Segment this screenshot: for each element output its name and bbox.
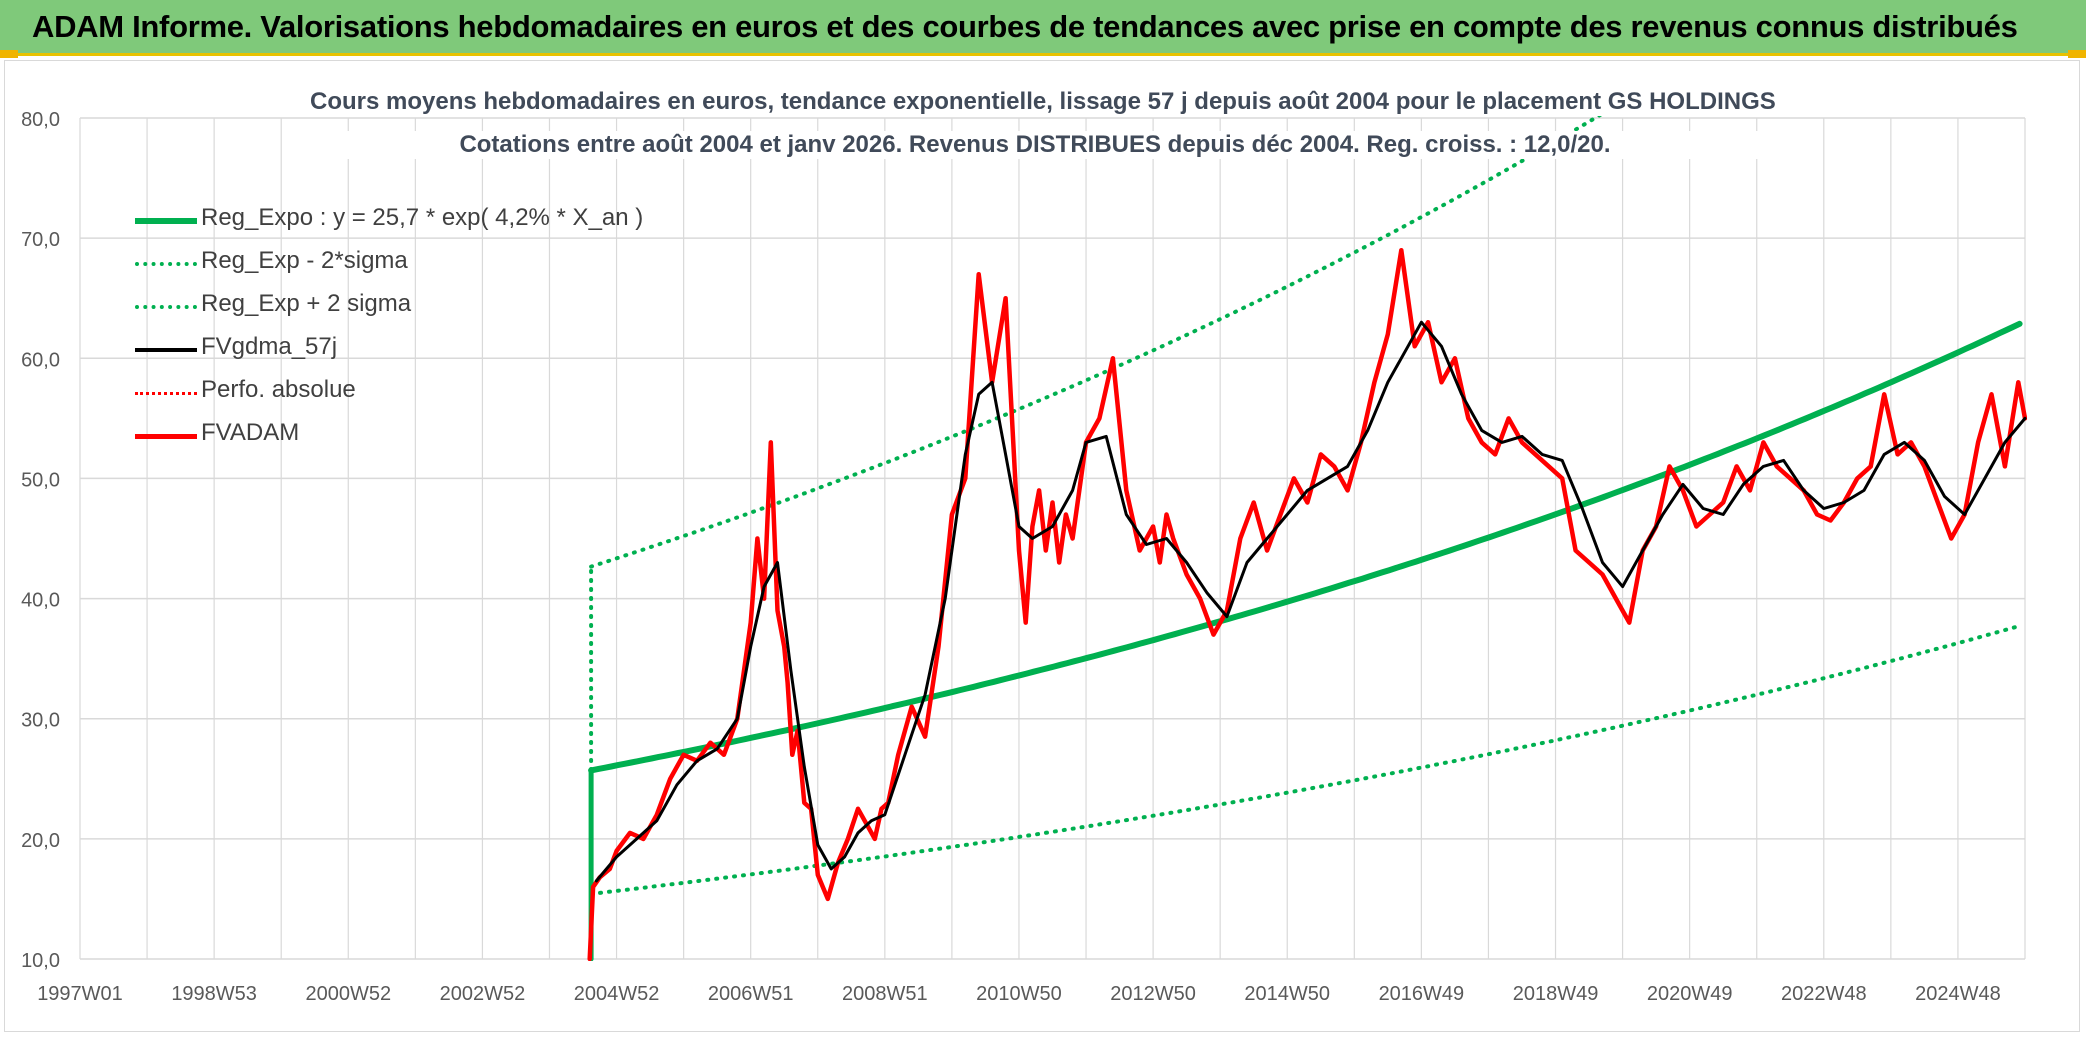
- series-fvgdma-57j: [594, 320, 2027, 883]
- series-reg-exp-plus-2-sigma: [589, 116, 1603, 569]
- chart-subtitle: Cotations entre août 2004 et janv 2026. …: [310, 131, 1760, 159]
- header-banner: ADAM Informe. Valorisations hebdomadaire…: [0, 0, 2086, 56]
- legend-swatch: [135, 218, 197, 224]
- chart-title: Cours moyens hebdomadaires en euros, ten…: [310, 88, 1776, 116]
- y-tick-label: 80,0: [21, 109, 60, 131]
- x-tick-label: 2004W52: [574, 983, 660, 1005]
- y-tick-label: 50,0: [21, 469, 60, 491]
- legend-swatch: [135, 305, 197, 309]
- x-tick-label: 2012W50: [1110, 983, 1196, 1005]
- legend-label: Reg_Exp - 2*sigma: [201, 247, 408, 274]
- corner-mark-right: [2068, 50, 2086, 58]
- x-tick-label: 2016W49: [1379, 983, 1465, 1005]
- legend-label: Reg_Exp + 2 sigma: [201, 290, 412, 317]
- y-tick-label: 30,0: [21, 710, 60, 732]
- legend-swatch: [135, 262, 197, 266]
- x-tick-label: 2024W48: [1915, 983, 2001, 1005]
- x-tick-label: 1997W01: [37, 983, 123, 1005]
- x-tick-label: 2008W51: [842, 983, 928, 1005]
- legend-swatch: [135, 433, 197, 439]
- corner-mark-left: [0, 50, 18, 58]
- x-tick-label: 2020W49: [1647, 983, 1733, 1005]
- y-tick-label: 20,0: [21, 830, 60, 852]
- x-tick-label: 2002W52: [440, 983, 526, 1005]
- legend-swatch: [135, 391, 197, 395]
- legend-label: Perfo. absolue: [201, 376, 356, 403]
- y-tick-label: 10,0: [21, 950, 60, 972]
- x-tick-label: 2006W51: [708, 983, 794, 1005]
- x-tick-label: 2000W52: [305, 983, 391, 1005]
- chart-frame: [4, 60, 2080, 1032]
- banner-title: ADAM Informe. Valorisations hebdomadaire…: [32, 9, 2018, 44]
- series-fvadam: [587, 247, 2027, 961]
- y-tick-label: 60,0: [21, 349, 60, 371]
- series-reg-exp-minus-2-sigma: [589, 623, 2022, 896]
- x-tick-label: 1998W53: [171, 983, 257, 1005]
- series-reg-expo: [588, 320, 2023, 774]
- x-tick-label: 2014W50: [1244, 983, 1330, 1005]
- legend-label: FVADAM: [201, 419, 300, 446]
- x-tick-label: 2018W49: [1513, 983, 1599, 1005]
- legend-label: FVgdma_57j: [201, 333, 338, 360]
- y-tick-label: 40,0: [21, 590, 60, 612]
- legend-swatch: [135, 348, 197, 352]
- x-tick-label: 2010W50: [976, 983, 1062, 1005]
- x-tick-label: 2022W48: [1781, 983, 1867, 1005]
- y-tick-label: 70,0: [21, 229, 60, 251]
- legend-label: Reg_Expo : y = 25,7 * exp( 4,2% * X_an ): [201, 204, 644, 231]
